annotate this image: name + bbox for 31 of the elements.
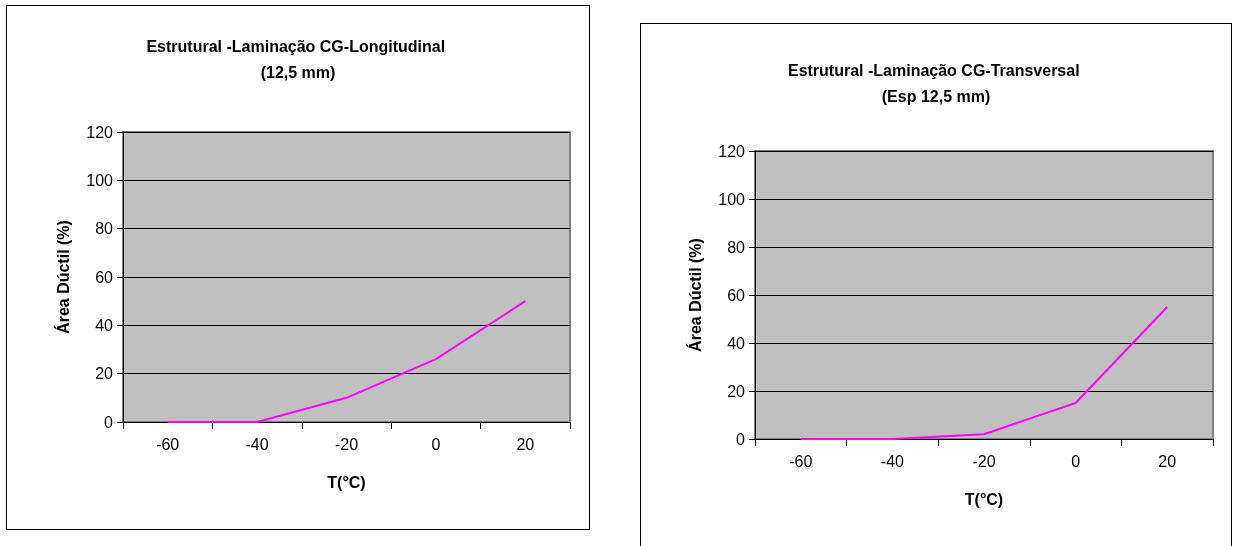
x-tick-label: -20 [334,435,359,453]
x-tick-label: -60 [789,452,813,470]
y-tick-label: 20 [95,365,114,383]
y-tick-label: 60 [95,268,114,286]
y-tick-label: 0 [104,413,114,431]
y-tick-label: 100 [86,171,114,189]
y-tick-label: 80 [95,220,114,238]
x-tick-label: 0 [1071,452,1081,470]
y-tick-label: 100 [718,190,746,208]
x-tick-label: -40 [245,435,269,453]
line-series [166,300,527,423]
y-tick-label: 40 [727,334,746,352]
y-tick-label: 120 [718,142,746,160]
y-tick-label: 20 [727,382,746,400]
x-tick-label: -60 [156,435,180,453]
line-series [799,306,1169,440]
x-tick-label: 20 [1158,452,1177,470]
chart-title: Estrutural -Laminação CG-Longitudinal (12,5 mm) [146,37,450,81]
y-tick-label: 120 [86,123,114,141]
y-axis-title: Área Dúctil (%) [685,238,704,352]
x-tick-label: -40 [880,452,905,470]
y-tick-label: 60 [727,286,746,304]
y-axis-title: Área Dúctil (%) [53,220,72,334]
y-tick-label: 40 [95,316,114,334]
x-axis-title: T(°C) [964,490,1004,508]
y-tick-label: 80 [727,238,746,256]
x-tick-label: -20 [972,452,996,470]
x-tick-label: 0 [431,435,441,453]
x-tick-label: 20 [516,435,535,453]
x-axis-title: T(°C) [327,473,366,491]
chart-title: Estrutural -Laminação CG-Transversal (Esp 12,5 mm) [787,61,1085,105]
